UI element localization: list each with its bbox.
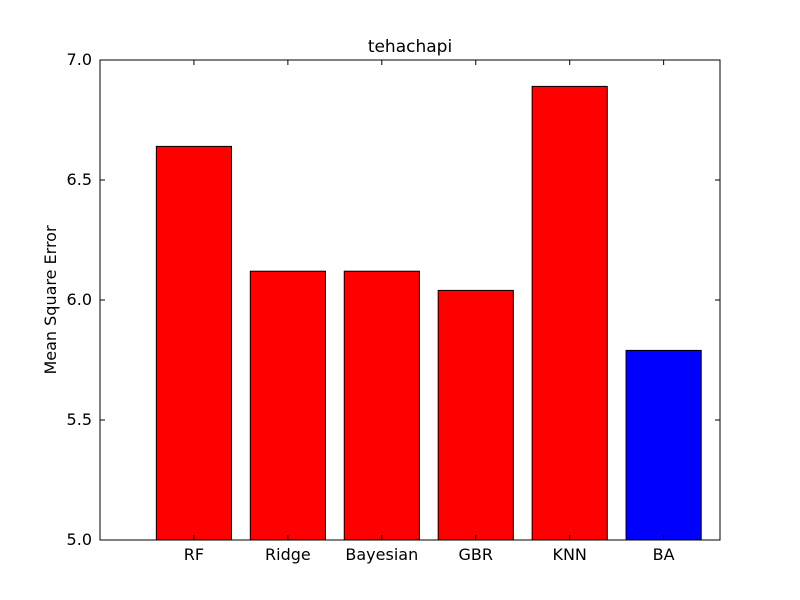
y-tick-label: 5.0 bbox=[67, 530, 92, 549]
x-tick-label-gbr: GBR bbox=[459, 545, 494, 564]
x-tick-label-bayesian: Bayesian bbox=[345, 545, 418, 564]
bars-group bbox=[155, 85, 702, 541]
y-tick-label: 5.5 bbox=[67, 410, 92, 429]
bar-ba bbox=[625, 349, 702, 541]
y-axis-label: Mean Square Error bbox=[41, 225, 60, 375]
x-tick-label-ridge: Ridge bbox=[265, 545, 311, 564]
x-tick-label-rf: RF bbox=[184, 545, 204, 564]
bar-rf bbox=[155, 145, 233, 541]
x-tick-label-ba: BA bbox=[653, 545, 675, 564]
x-tick-label-knn: KNN bbox=[552, 545, 586, 564]
bar-bayesian bbox=[343, 270, 420, 541]
chart-title: tehachapi bbox=[368, 37, 452, 57]
ticks-group: RF Ridge Bayesian GBR KNN BA 5.0 5.5 6.0 6.5 7.0 bbox=[67, 50, 720, 564]
bar-knn bbox=[531, 85, 608, 541]
y-tick-label: 7.0 bbox=[67, 50, 92, 69]
bar-gbr bbox=[437, 289, 514, 541]
y-tick-label: 6.0 bbox=[67, 290, 92, 309]
plot-frame bbox=[99, 59, 721, 541]
y-tick-label: 6.5 bbox=[67, 170, 92, 189]
bar-ridge bbox=[249, 270, 326, 541]
